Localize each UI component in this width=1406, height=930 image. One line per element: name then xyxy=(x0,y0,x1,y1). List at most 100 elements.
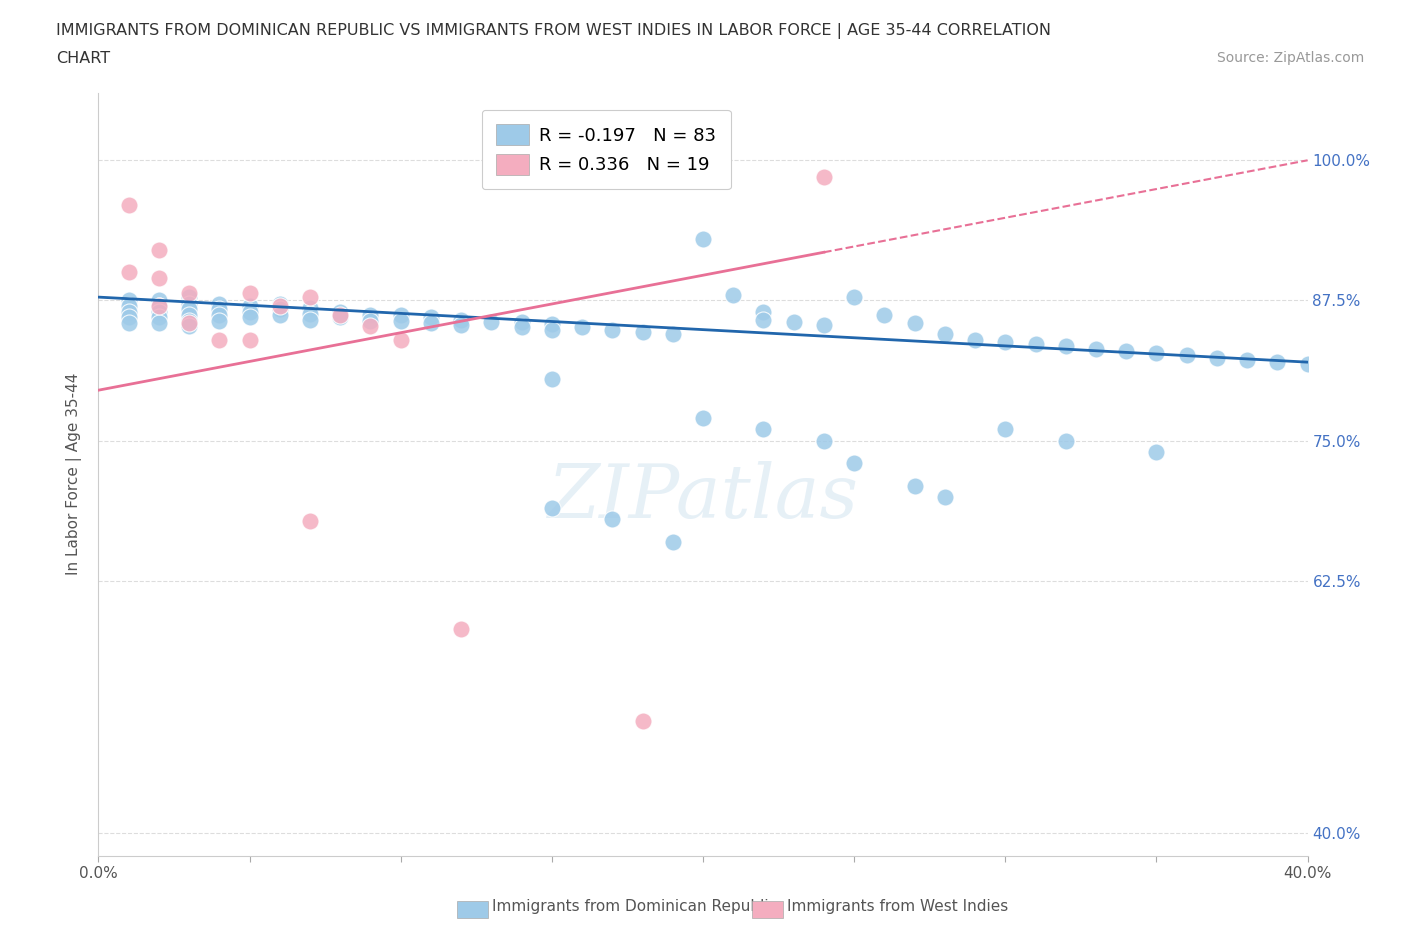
Text: Immigrants from Dominican Republic: Immigrants from Dominican Republic xyxy=(492,899,778,914)
Point xyxy=(571,320,593,335)
Point xyxy=(1024,337,1046,352)
Point xyxy=(179,319,201,334)
Point xyxy=(118,265,141,280)
Point xyxy=(1296,357,1319,372)
Point xyxy=(540,316,562,331)
Point xyxy=(179,286,201,300)
Text: Source: ZipAtlas.com: Source: ZipAtlas.com xyxy=(1216,51,1364,65)
Point xyxy=(208,308,231,323)
Point xyxy=(179,297,201,312)
Point xyxy=(148,310,170,325)
Point xyxy=(239,304,262,319)
Point xyxy=(602,512,624,526)
Point xyxy=(118,299,141,313)
Point xyxy=(450,318,472,333)
Point xyxy=(662,534,685,549)
Point xyxy=(1085,341,1108,356)
Point xyxy=(994,335,1017,350)
Point xyxy=(873,308,896,323)
Point xyxy=(692,411,714,426)
Point xyxy=(1206,351,1229,365)
Point xyxy=(299,301,322,316)
Point xyxy=(239,286,262,300)
Text: Immigrants from West Indies: Immigrants from West Indies xyxy=(787,899,1008,914)
Point xyxy=(269,302,291,317)
Point xyxy=(148,271,170,286)
Text: ZIPatlas: ZIPatlas xyxy=(547,461,859,534)
Text: IMMIGRANTS FROM DOMINICAN REPUBLIC VS IMMIGRANTS FROM WEST INDIES IN LABOR FORCE: IMMIGRANTS FROM DOMINICAN REPUBLIC VS IM… xyxy=(56,23,1052,39)
Point xyxy=(269,308,291,323)
Point xyxy=(602,322,624,337)
Point xyxy=(179,313,201,328)
Point xyxy=(813,318,835,333)
Point xyxy=(844,289,866,304)
Point xyxy=(299,307,322,322)
Point xyxy=(208,332,231,347)
Point xyxy=(389,332,412,347)
Point xyxy=(239,310,262,325)
Point xyxy=(844,456,866,471)
Point xyxy=(118,198,141,213)
Point xyxy=(299,289,322,304)
Point xyxy=(360,308,382,323)
Point xyxy=(813,433,835,448)
Point xyxy=(540,372,562,387)
Point xyxy=(631,713,654,728)
Point xyxy=(540,322,562,337)
Point xyxy=(208,297,231,312)
Text: CHART: CHART xyxy=(56,51,110,66)
Point xyxy=(329,308,352,323)
Point xyxy=(1115,343,1137,358)
Point xyxy=(148,299,170,313)
Point xyxy=(389,313,412,328)
Point xyxy=(1144,445,1167,459)
Point xyxy=(148,315,170,330)
Point xyxy=(934,489,956,504)
Point xyxy=(1236,352,1258,367)
Point xyxy=(752,304,775,319)
Point xyxy=(329,310,352,325)
Point xyxy=(118,304,141,319)
Point xyxy=(510,314,533,329)
Point xyxy=(148,243,170,258)
Point xyxy=(148,304,170,319)
Point xyxy=(389,308,412,323)
Point xyxy=(481,314,503,329)
Point xyxy=(299,312,322,327)
Point xyxy=(904,478,927,493)
Point xyxy=(208,313,231,328)
Point xyxy=(934,326,956,341)
Point xyxy=(450,312,472,327)
Point xyxy=(783,314,806,329)
Point xyxy=(965,332,987,347)
Point xyxy=(631,325,654,339)
Point xyxy=(1267,354,1289,369)
Point xyxy=(118,293,141,308)
Point xyxy=(329,304,352,319)
Point xyxy=(179,302,201,317)
Point xyxy=(118,310,141,325)
Point xyxy=(239,299,262,313)
Point xyxy=(269,299,291,313)
Point xyxy=(723,287,745,302)
Point xyxy=(148,299,170,313)
Point xyxy=(239,332,262,347)
Point xyxy=(179,308,201,323)
Point xyxy=(299,514,322,529)
Point xyxy=(540,500,562,515)
Point xyxy=(360,313,382,328)
Point xyxy=(994,422,1017,437)
Point xyxy=(904,315,927,330)
Legend: R = -0.197   N = 83, R = 0.336   N = 19: R = -0.197 N = 83, R = 0.336 N = 19 xyxy=(482,110,731,190)
Point xyxy=(1054,433,1077,448)
Point xyxy=(1144,346,1167,361)
Point xyxy=(148,293,170,308)
Point xyxy=(179,289,201,304)
Point xyxy=(450,621,472,636)
Point xyxy=(179,315,201,330)
Point xyxy=(752,422,775,437)
Point xyxy=(752,312,775,327)
Point xyxy=(1054,339,1077,354)
Point xyxy=(208,302,231,317)
Point xyxy=(269,297,291,312)
